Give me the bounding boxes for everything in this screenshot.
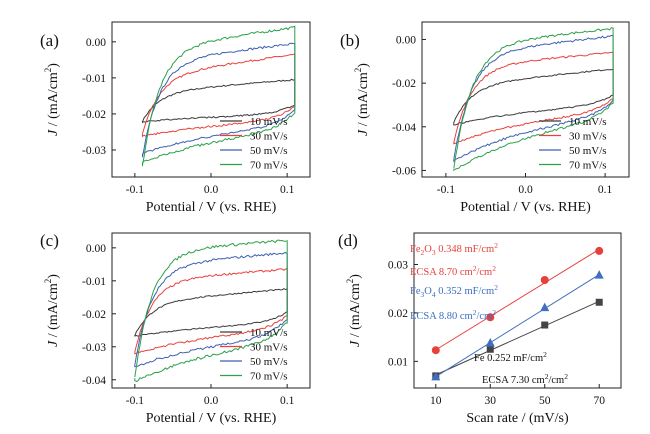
fit-line [435, 274, 600, 378]
data-point [595, 298, 603, 306]
cv-curve-70mVs [134, 239, 288, 383]
x-tick-label: 0.0 [204, 395, 219, 407]
annotation-fe-capacitance: Fe 0.252 mF/cm2 [474, 350, 547, 364]
data-point [595, 246, 604, 255]
data-point [541, 321, 549, 329]
legend-label: 70 mV/s [250, 160, 288, 172]
y-tick-label: -0.04 [82, 375, 106, 387]
legend-label: 50 mV/s [250, 145, 288, 157]
panel-label: (a) [40, 31, 59, 50]
y-tick-label: -0.01 [82, 276, 106, 288]
data-point [540, 302, 550, 312]
panel-label: (c) [40, 231, 59, 250]
x-tick-label: 0.0 [204, 184, 219, 196]
data-point [594, 270, 604, 279]
annotation-fe-ecsa: ECSA 7.30 cm2/cm2 [482, 372, 568, 386]
x-tick-label: -0.1 [437, 184, 455, 196]
plot-frame [413, 232, 622, 389]
x-tick-label: 70 [593, 395, 605, 407]
cv-curve-70mVs [453, 27, 614, 172]
data-point [540, 275, 549, 284]
y-tick-label: 0.02 [388, 308, 408, 320]
data-point [486, 313, 495, 322]
x-tick-label: 10 [430, 395, 442, 407]
cv-curve-70mVs [142, 25, 296, 167]
data-point [431, 371, 441, 381]
y-tick-label: 0.01 [388, 356, 408, 368]
y-tick-label: -0.02 [82, 309, 106, 321]
x-tick-label: 50 [539, 395, 551, 407]
panel-d: (d) 10 30 50 70 0.01 0.02 0.03 Scan rate / (mV/s… [338, 231, 622, 426]
y-tick-label: -0.04 [392, 122, 416, 134]
legend-label: 10 mV/s [250, 116, 288, 128]
y-tick-label: 0.00 [396, 34, 416, 46]
y-tick-label: -0.02 [392, 78, 416, 90]
fit-line [435, 300, 600, 376]
legend-label: 10 mV/s [250, 327, 288, 339]
annotation-fe3o4-ecsa: ECSA 8.80 cm2/cm2 [410, 308, 496, 322]
panel-c: (c) -0.1 0.0 0.1 0.00 -0.01 -0.02 -0.03 -0.04 Pot… [40, 231, 311, 426]
x-axis-label: Potential / V (vs. RHE) [460, 200, 591, 215]
data-point [486, 345, 494, 353]
panel-a: (a) -0.1 0.0 0.1 0.00 -0.01 -0.02 -0.03 Potentia… [40, 21, 311, 215]
y-axis-label: J / (mA/cm2) [353, 63, 371, 136]
legend-label: 50 mV/s [569, 145, 607, 157]
x-tick-label: 0.1 [280, 184, 295, 196]
x-axis-label: Scan rate / (mV/s) [466, 411, 569, 426]
legend-label: 10 mV/s [569, 116, 607, 128]
legend-label: 30 mV/s [569, 131, 607, 143]
x-tick-label: 0.1 [598, 184, 613, 196]
x-tick-label: -0.1 [126, 184, 144, 196]
data-point [431, 346, 440, 355]
legend-label: 70 mV/s [569, 160, 607, 172]
legend-label: 30 mV/s [250, 131, 288, 143]
legend-label: 70 mV/s [250, 371, 288, 383]
panel-b: (b) -0.1 0.0 0.1 0.00 -0.02 -0.04 -0.06 Potentia… [340, 21, 630, 215]
x-axis-label: Potential / V (vs. RHE) [146, 200, 277, 215]
legend-label: 50 mV/s [250, 356, 288, 368]
x-tick-label: -0.1 [126, 395, 144, 407]
panel-label: (d) [338, 231, 358, 250]
x-tick-label: 30 [485, 395, 497, 407]
x-tick-label: 0.1 [280, 395, 295, 407]
y-tick-label: -0.02 [82, 109, 106, 121]
panel-label: (b) [340, 31, 360, 50]
fit-line [435, 248, 600, 351]
y-axis-label: J / (mA/cm2) [43, 63, 61, 136]
y-tick-label: 0.03 [388, 259, 408, 271]
annotation-fe2o3-capacitance: Fe2O3 0.348 mF/cm2 [410, 241, 498, 257]
x-tick-label: 0.0 [518, 184, 533, 196]
y-tick-label: 0.00 [86, 243, 106, 255]
y-axis-label: J / (mA/cm2) [345, 274, 363, 347]
y-tick-label: 0.00 [86, 37, 106, 49]
y-tick-label: -0.01 [82, 73, 106, 85]
legend-label: 30 mV/s [250, 342, 288, 354]
y-axis-label: J / (mA/cm2) [43, 274, 61, 347]
annotation-fe3o4-capacitance: Fe3O4 0.352 mF/cm2 [410, 283, 498, 299]
annotation-fe2o3-ecsa: ECSA 8.70 cm2/cm2 [410, 264, 496, 278]
data-point [485, 337, 495, 347]
y-tick-label: -0.03 [82, 145, 106, 157]
y-tick-label: -0.06 [392, 165, 416, 177]
y-tick-label: -0.03 [82, 342, 106, 354]
x-axis-label: Potential / V (vs. RHE) [146, 411, 277, 426]
